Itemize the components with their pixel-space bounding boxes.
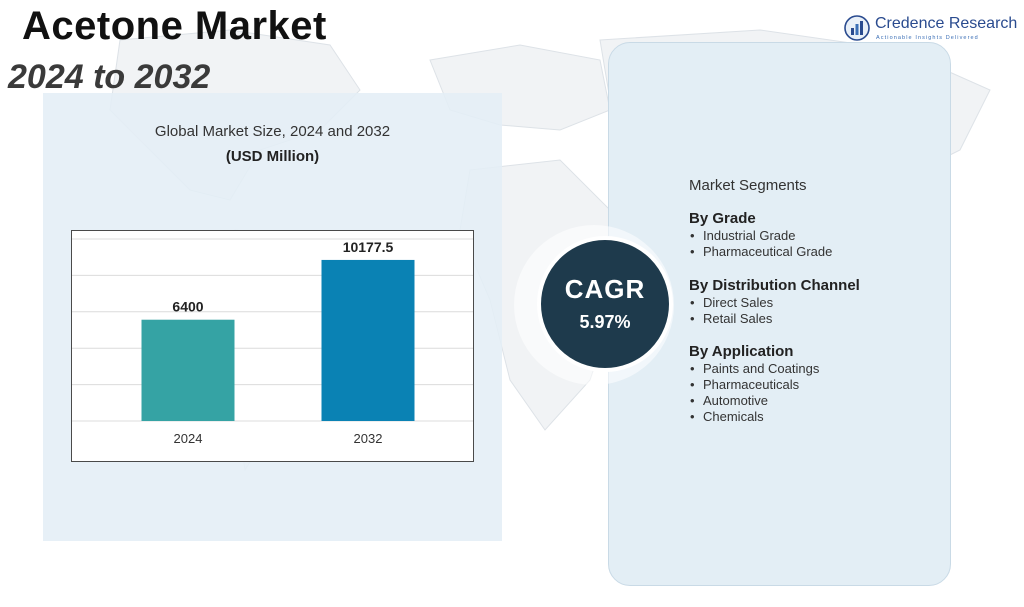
- logo-name: Credence Research: [875, 15, 1018, 32]
- chart-unit-label: (USD Million): [225, 148, 320, 165]
- segment-item: Industrial Grade: [689, 228, 832, 244]
- bar-chart-logo-icon: [844, 15, 870, 41]
- chart-title: Global Market Size, 2024 and 2032: [154, 123, 391, 140]
- cagr-value: 5.97%: [579, 312, 631, 332]
- data-label-2024: 6400: [172, 299, 203, 315]
- segment-item: Paints and Coatings: [689, 361, 819, 377]
- brand-logo[interactable]: Credence Research Actionable Insights De…: [844, 14, 1020, 44]
- segment-group-grade: By Grade Industrial Grade Pharmaceutical…: [689, 210, 832, 260]
- bar-chart: 6400 2024 10177.5 2032: [72, 238, 473, 446]
- segment-heading: By Application: [689, 343, 794, 360]
- logo-tagline: Actionable Insights Delivered: [876, 35, 979, 41]
- segment-item: Automotive: [689, 393, 819, 409]
- x-tick-label-2032: 2032: [354, 431, 383, 446]
- cagr-label: CAGR: [564, 274, 646, 304]
- bar-2024: [141, 319, 235, 421]
- page-title: Acetone Market: [22, 4, 327, 48]
- market-size-panel: Global Market Size, 2024 and 2032 (USD M…: [43, 93, 502, 541]
- segment-item: Direct Sales: [689, 295, 860, 311]
- segments-title: Market Segments: [689, 177, 807, 194]
- segment-group-application: By Application Paints and Coatings Pharm…: [689, 343, 819, 425]
- segment-item: Pharmaceutical Grade: [689, 244, 832, 260]
- segment-item: Chemicals: [689, 409, 819, 425]
- segment-item: Retail Sales: [689, 311, 860, 327]
- cagr-badge: CAGR 5.97%: [537, 236, 673, 372]
- data-label-2032: 10177.5: [343, 239, 394, 255]
- chart-frame: 6400 2024 10177.5 2032: [71, 230, 474, 462]
- segment-group-distribution-channel: By Distribution Channel Direct Sales Ret…: [689, 277, 860, 327]
- segment-heading: By Grade: [689, 210, 756, 227]
- page-subtitle: 2024 to 2032: [8, 58, 211, 96]
- bar-2032: [321, 259, 415, 421]
- x-tick-label-2024: 2024: [174, 431, 203, 446]
- segment-item: Pharmaceuticals: [689, 377, 819, 393]
- segment-heading: By Distribution Channel: [689, 277, 860, 294]
